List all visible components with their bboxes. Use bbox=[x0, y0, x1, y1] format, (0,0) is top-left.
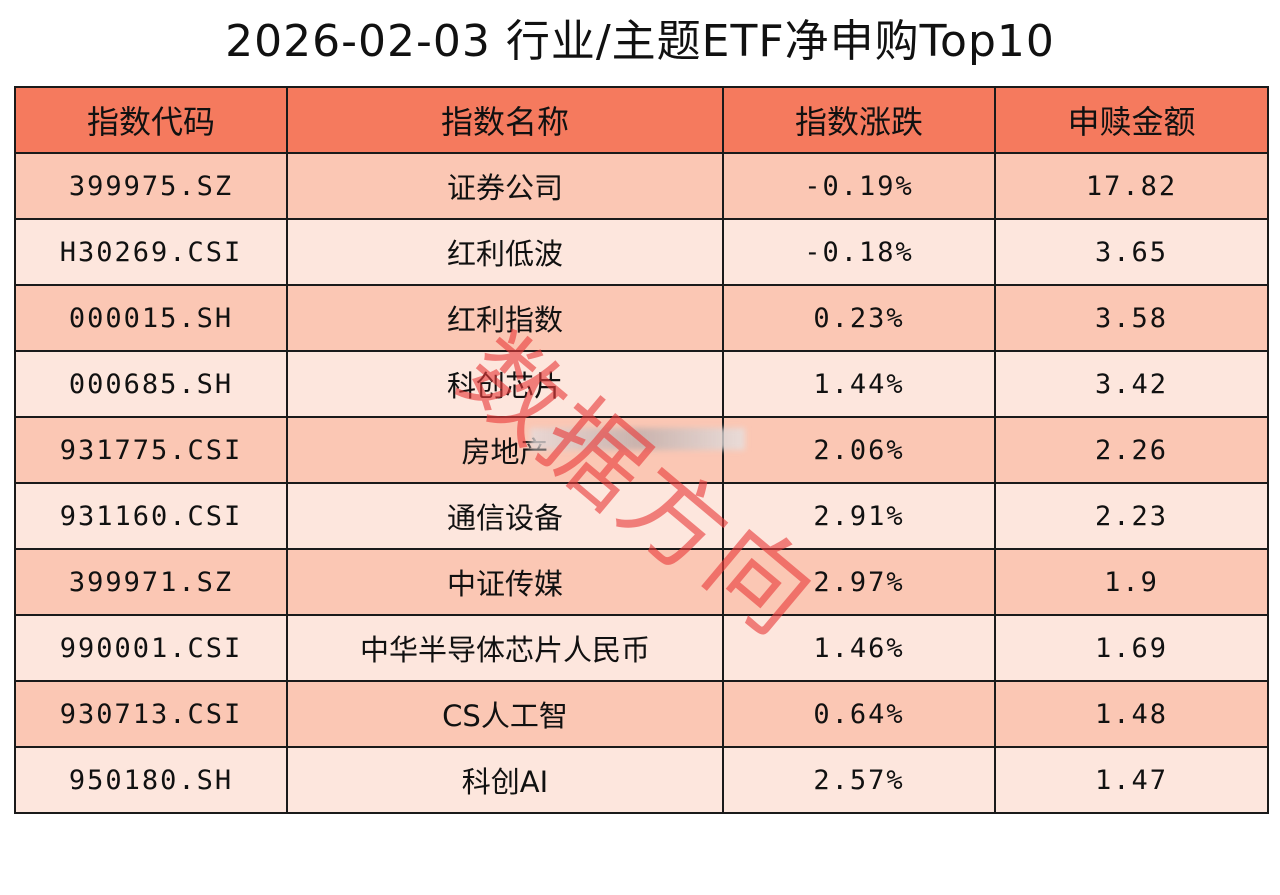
cell-index-name: CS人工智 bbox=[286, 680, 724, 748]
table-row: 931160.CSI 通信设备 2.91% 2.23 bbox=[14, 482, 1269, 550]
etf-table: 指数代码 指数名称 指数涨跌 申赎金额 399975.SZ 证券公司 -0.19% 1… bbox=[14, 86, 1269, 814]
table-row: 930713.CSI CS人工智 0.64% 1.48 bbox=[14, 680, 1269, 748]
header-index-code: 指数代码 bbox=[14, 86, 288, 154]
table-row: 399975.SZ 证券公司 -0.19% 17.82 bbox=[14, 152, 1269, 220]
cell-index-name: 中证传媒 bbox=[286, 548, 724, 616]
cell-index-change: 2.97% bbox=[722, 548, 996, 616]
cell-index-change: 2.57% bbox=[722, 746, 996, 814]
cell-index-name: 科创AI bbox=[286, 746, 724, 814]
cell-net-amount: 1.47 bbox=[994, 746, 1269, 814]
cell-net-amount: 2.26 bbox=[994, 416, 1269, 484]
cell-index-name: 红利指数 bbox=[286, 284, 724, 352]
cell-index-code: 950180.SH bbox=[14, 746, 288, 814]
cell-index-change: -0.19% bbox=[722, 152, 996, 220]
cell-net-amount: 2.23 bbox=[994, 482, 1269, 550]
cell-net-amount: 17.82 bbox=[994, 152, 1269, 220]
cell-index-change: 1.46% bbox=[722, 614, 996, 682]
cell-index-name: 科创芯片 bbox=[286, 350, 724, 418]
cell-index-code: 931775.CSI bbox=[14, 416, 288, 484]
cell-index-name: 通信设备 bbox=[286, 482, 724, 550]
cell-index-code: 000685.SH bbox=[14, 350, 288, 418]
table-body: 399975.SZ 证券公司 -0.19% 17.82 H30269.CSI 红利低波 -0… bbox=[14, 152, 1269, 814]
cell-index-change: 2.91% bbox=[722, 482, 996, 550]
cell-index-code: 399971.SZ bbox=[14, 548, 288, 616]
page-title: 2026-02-03 行业/主题ETF净申购Top10 bbox=[225, 16, 1055, 67]
cell-net-amount: 1.9 bbox=[994, 548, 1269, 616]
cell-net-amount: 3.58 bbox=[994, 284, 1269, 352]
cell-index-name: 中华半导体芯片人民币 bbox=[286, 614, 724, 682]
cell-index-code: 399975.SZ bbox=[14, 152, 288, 220]
cell-net-amount: 1.48 bbox=[994, 680, 1269, 748]
table-row: 000685.SH 科创芯片 1.44% 3.42 bbox=[14, 350, 1269, 418]
cell-net-amount: 3.42 bbox=[994, 350, 1269, 418]
table-row: 990001.CSI 中华半导体芯片人民币 1.46% 1.69 bbox=[14, 614, 1269, 682]
cell-index-code: 931160.CSI bbox=[14, 482, 288, 550]
cell-index-change: 0.23% bbox=[722, 284, 996, 352]
cell-index-change: -0.18% bbox=[722, 218, 996, 286]
cell-index-name: 证券公司 bbox=[286, 152, 724, 220]
table-row: 399971.SZ 中证传媒 2.97% 1.9 bbox=[14, 548, 1269, 616]
cell-index-code: H30269.CSI bbox=[14, 218, 288, 286]
cell-index-code: 990001.CSI bbox=[14, 614, 288, 682]
cell-net-amount: 3.65 bbox=[994, 218, 1269, 286]
cell-index-name: 红利低波 bbox=[286, 218, 724, 286]
table-row: 000015.SH 红利指数 0.23% 3.58 bbox=[14, 284, 1269, 352]
cell-index-name: 房地产 bbox=[286, 416, 724, 484]
cell-index-change: 0.64% bbox=[722, 680, 996, 748]
table-row: 950180.SH 科创AI 2.57% 1.47 bbox=[14, 746, 1269, 814]
header-index-change: 指数涨跌 bbox=[722, 86, 996, 154]
cell-index-code: 000015.SH bbox=[14, 284, 288, 352]
table-row: 931775.CSI 房地产 2.06% 2.26 bbox=[14, 416, 1269, 484]
cell-index-change: 2.06% bbox=[722, 416, 996, 484]
cell-index-change: 1.44% bbox=[722, 350, 996, 418]
table-header-row: 指数代码 指数名称 指数涨跌 申赎金额 bbox=[14, 86, 1269, 154]
header-net-amount: 申赎金额 bbox=[994, 86, 1269, 154]
table-row: H30269.CSI 红利低波 -0.18% 3.65 bbox=[14, 218, 1269, 286]
cell-index-code: 930713.CSI bbox=[14, 680, 288, 748]
cell-net-amount: 1.69 bbox=[994, 614, 1269, 682]
header-index-name: 指数名称 bbox=[286, 86, 724, 154]
